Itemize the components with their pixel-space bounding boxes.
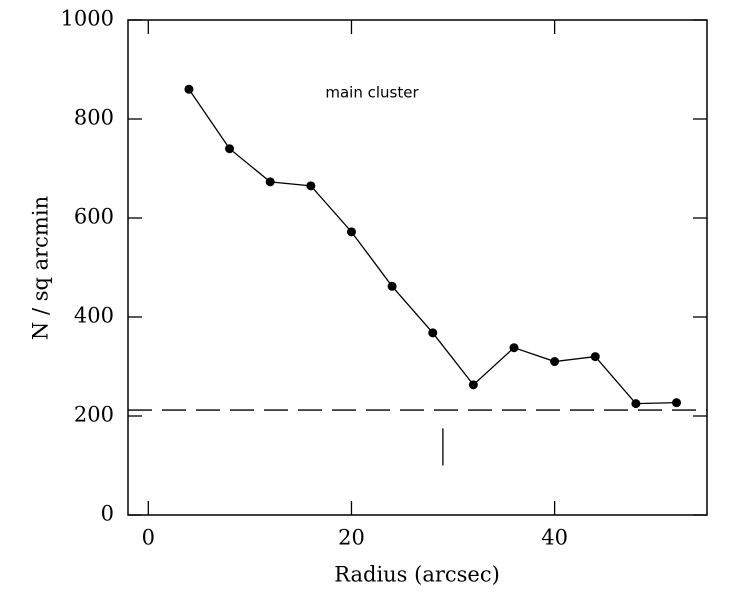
data-point [672, 398, 682, 408]
data-point [631, 399, 641, 409]
x-tick-label: 40 [541, 526, 568, 550]
data-point [509, 343, 519, 353]
data-point [387, 281, 397, 291]
data-point [428, 328, 438, 338]
y-tick-label: 200 [74, 403, 114, 427]
data-line [188, 88, 677, 405]
data-point [550, 357, 560, 367]
plot-frame [127, 19, 708, 516]
x-tick-label: 20 [338, 526, 365, 550]
y-tick-label: 800 [74, 106, 114, 130]
x-axis-label: Radius (arcsec) [334, 563, 500, 587]
data-point [225, 144, 235, 154]
data-point [306, 181, 316, 191]
data-point [346, 227, 356, 237]
x-tick-label: 0 [142, 526, 155, 550]
y-axis-label: N / sq arcmin [29, 196, 53, 340]
y-tick-label: 600 [74, 205, 114, 229]
data-point [265, 177, 275, 187]
y-tick-label: 0 [101, 502, 114, 526]
data-point [590, 352, 600, 362]
y-tick-label: 400 [74, 304, 114, 328]
data-point [468, 380, 478, 390]
annotation: main cluster [325, 84, 419, 102]
y-tick-label: 1000 [61, 7, 114, 31]
data-point [184, 84, 194, 94]
